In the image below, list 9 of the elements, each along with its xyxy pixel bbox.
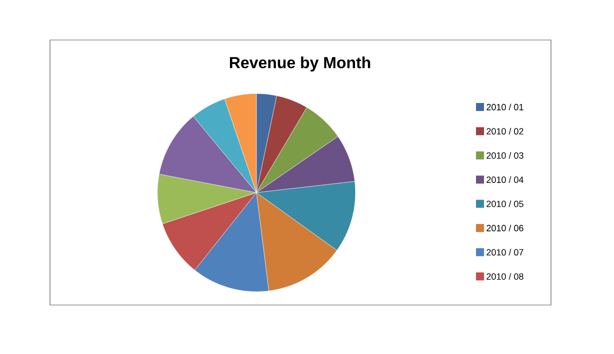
legend-label: 2010 / 07 <box>486 248 524 256</box>
legend-label: 2010 / 08 <box>486 273 524 280</box>
legend-label: 2010 / 03 <box>486 152 524 159</box>
legend-label: 2010 / 05 <box>486 200 524 208</box>
legend-label: 2010 / 01 <box>486 104 524 110</box>
legend-label: 2010 / 02 <box>486 128 524 135</box>
legend-label: 2010 / 06 <box>486 224 524 232</box>
chart-title: Revenue by Month <box>230 56 370 72</box>
legend-label: 2010 / 04 <box>486 176 524 183</box>
